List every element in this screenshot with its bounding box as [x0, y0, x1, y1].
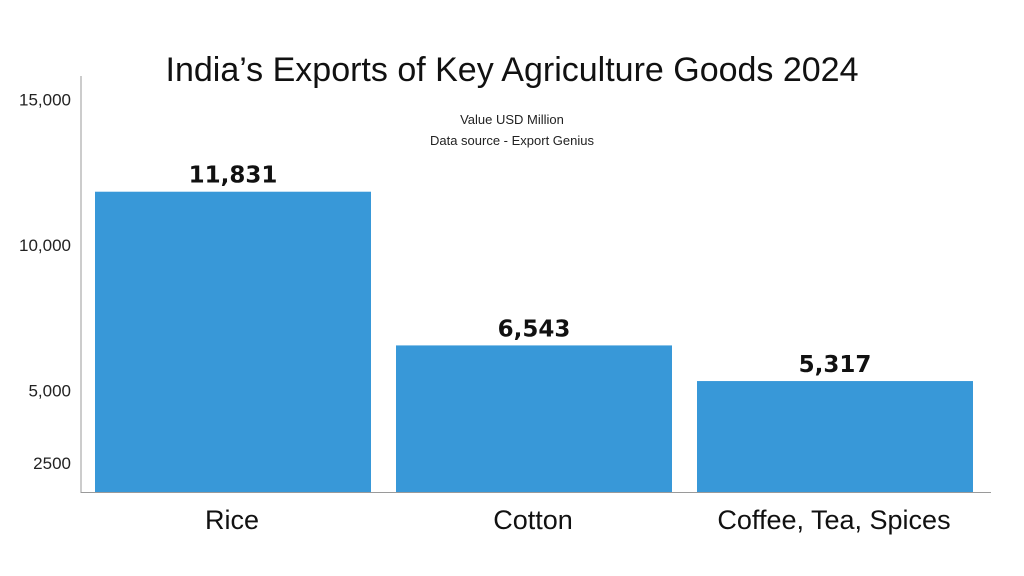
y-tick-label: 10,000: [19, 236, 71, 255]
y-axis-ticks: 15,000 10,000 5,000 2500: [19, 91, 71, 473]
x-category-label: Coffee, Tea, Spices: [717, 505, 950, 535]
bar: [396, 345, 672, 492]
bar: [95, 191, 371, 492]
x-axis-labels: Rice Cotton Coffee, Tea, Spices: [205, 505, 951, 535]
data-labels-group: 11,831 6,543 5,317: [189, 163, 872, 378]
bar-value-label: 6,543: [498, 316, 571, 342]
y-tick-label: 5,000: [28, 381, 71, 400]
bar: [697, 381, 973, 492]
x-category-label: Cotton: [493, 505, 573, 535]
chart-subtitle-units: Value USD Million: [460, 112, 564, 127]
chart-title: India’s Exports of Key Agriculture Goods…: [166, 51, 859, 89]
chart-subtitle-source: Data source - Export Genius: [430, 133, 595, 148]
y-tick-label: 2500: [33, 454, 71, 473]
bars-group: [95, 191, 973, 492]
bar-value-label: 11,831: [189, 163, 278, 189]
y-tick-label: 15,000: [19, 91, 71, 110]
x-category-label: Rice: [205, 505, 259, 535]
bar-value-label: 5,317: [799, 352, 872, 378]
